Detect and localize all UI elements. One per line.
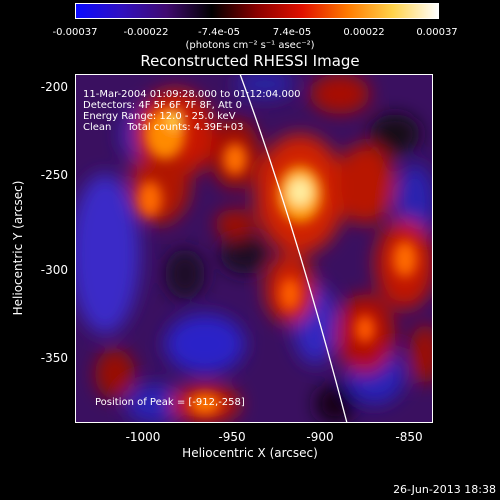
x-tick-label: -900 <box>306 430 334 444</box>
x-tick-label: -850 <box>395 430 423 444</box>
y-tick-label: -300 <box>40 263 68 277</box>
x-axis-label: Heliocentric X (arcsec) <box>182 446 318 460</box>
rhessi-image: 11-Mar-2004 01:09:28.000 to 01:12:04.000… <box>75 74 433 423</box>
colorbar-units: (photons cm⁻² s⁻¹ asec⁻²) <box>185 40 315 51</box>
x-tick-label: -1000 <box>125 430 161 444</box>
x-tick-label: -950 <box>218 430 246 444</box>
clean-counts-annotation: Clean Total counts: 4.39E+03 <box>83 122 244 133</box>
y-tick-label: -200 <box>40 80 68 94</box>
colorbar-tick: 0.00037 <box>416 27 458 38</box>
rhessi-image-canvas <box>75 74 433 423</box>
colorbar-tick: -0.00037 <box>52 27 98 38</box>
y-tick-label: -350 <box>40 351 68 365</box>
colorbar-tick: 7.4e-05 <box>272 27 312 38</box>
bright-sources <box>138 109 417 414</box>
colorbar-tick: -0.00022 <box>123 27 169 38</box>
solar-limb-line <box>239 74 348 423</box>
colorbar-tick: 0.00022 <box>343 27 385 38</box>
image-title: Reconstructed RHESSI Image <box>140 52 360 70</box>
detectors-annotation: Detectors: 4F 5F 6F 7F 8F, Att 0 <box>83 100 243 111</box>
y-tick-label: -250 <box>40 168 68 182</box>
y-axis-label: Heliocentric Y (arcsec) <box>11 180 25 316</box>
colorbar-tick: -7.4e-05 <box>198 27 240 38</box>
colorbar <box>75 3 439 19</box>
peak-position-annotation: Position of Peak = [-912,-258] <box>95 397 245 408</box>
energy-range-annotation: Energy Range: 12.0 - 25.0 keV <box>83 111 236 122</box>
time-range-annotation: 11-Mar-2004 01:09:28.000 to 01:12:04.000 <box>83 89 301 100</box>
date-stamp: 26-Jun-2013 18:38 <box>393 483 496 496</box>
